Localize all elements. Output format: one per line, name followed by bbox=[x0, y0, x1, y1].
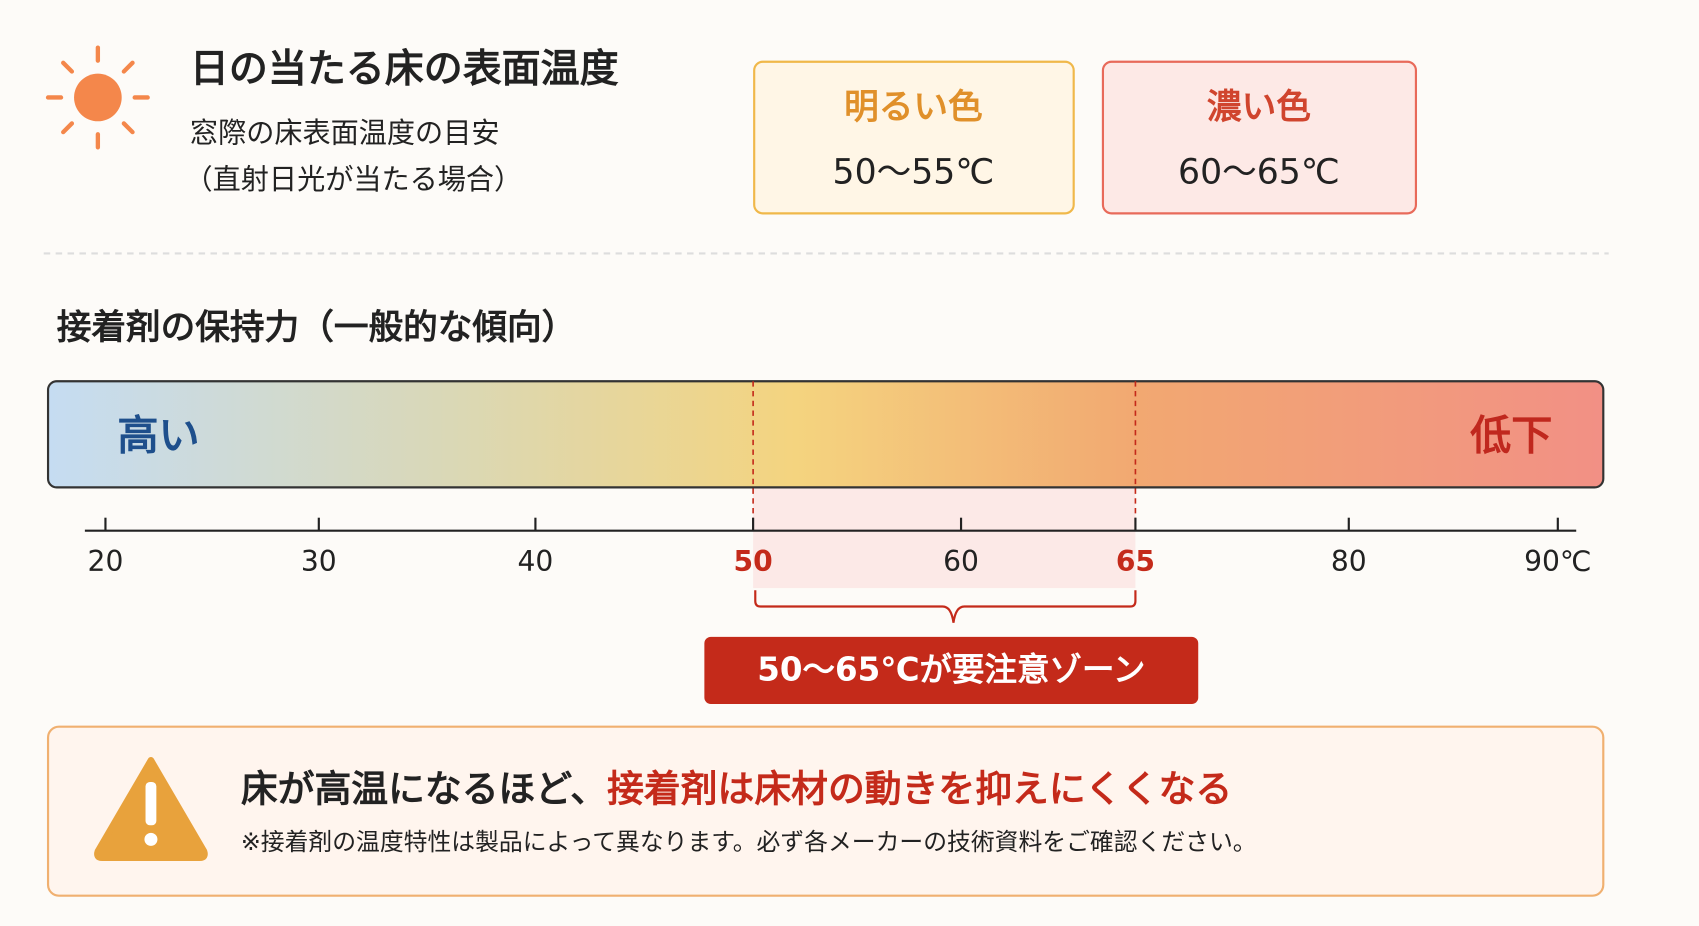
card bbox=[1101, 60, 1418, 215]
tick-label: 20 bbox=[88, 545, 124, 578]
brace bbox=[754, 590, 1137, 623]
card-value: 60〜65℃ bbox=[1178, 152, 1340, 192]
card-label: 濃い色 bbox=[1207, 87, 1311, 127]
card bbox=[753, 60, 1075, 215]
title: 日の当たる床の表面温度 bbox=[190, 47, 619, 92]
warning-lead: 床が高温になるほど、 bbox=[241, 767, 607, 810]
tick-label: 65 bbox=[1116, 545, 1155, 578]
zone-highlight bbox=[753, 488, 1136, 589]
warning-icon-mark bbox=[144, 832, 158, 846]
gradient-bar bbox=[46, 380, 1605, 489]
zone-badge bbox=[704, 636, 1199, 704]
warning-box bbox=[46, 725, 1605, 897]
tick-label: 80 bbox=[1331, 545, 1367, 578]
warning-text: 床が高温になるほど、接着剤は床材の動きを抑えにくくなる bbox=[241, 767, 1232, 810]
zone-label: 50〜65℃が要注意ゾーン bbox=[757, 650, 1145, 688]
subtitle: 窓際の床表面温度の目安 bbox=[190, 116, 500, 149]
bar-label: 低下 bbox=[1470, 412, 1552, 460]
ticks: 20 30 40 50 60 65 80 90℃ bbox=[88, 517, 1592, 578]
card-value: 50〜55℃ bbox=[833, 152, 995, 192]
sun-icon bbox=[45, 45, 150, 150]
tick-label: 30 bbox=[301, 545, 337, 578]
warning-emphasis: 接着剤は床材の動きを抑えにくくなる bbox=[607, 767, 1232, 810]
tick-label: 40 bbox=[518, 545, 554, 578]
tick-label: 90℃ bbox=[1524, 545, 1591, 578]
section-title: 接着剤の保持力（一般的な傾向） bbox=[57, 308, 577, 348]
warning-icon-mark bbox=[145, 781, 157, 826]
subtitle: （直射日光が当たる場合） bbox=[185, 163, 523, 196]
tick-label: 60 bbox=[943, 545, 979, 578]
warning-note: ※接着剤の温度特性は製品によって異なります。必ず各メーカーの技術資料をご確認くだ… bbox=[241, 828, 1257, 856]
tick-label: 50 bbox=[734, 545, 773, 578]
bar-label: 高い bbox=[117, 412, 199, 460]
card-label: 明るい色 bbox=[844, 87, 983, 127]
